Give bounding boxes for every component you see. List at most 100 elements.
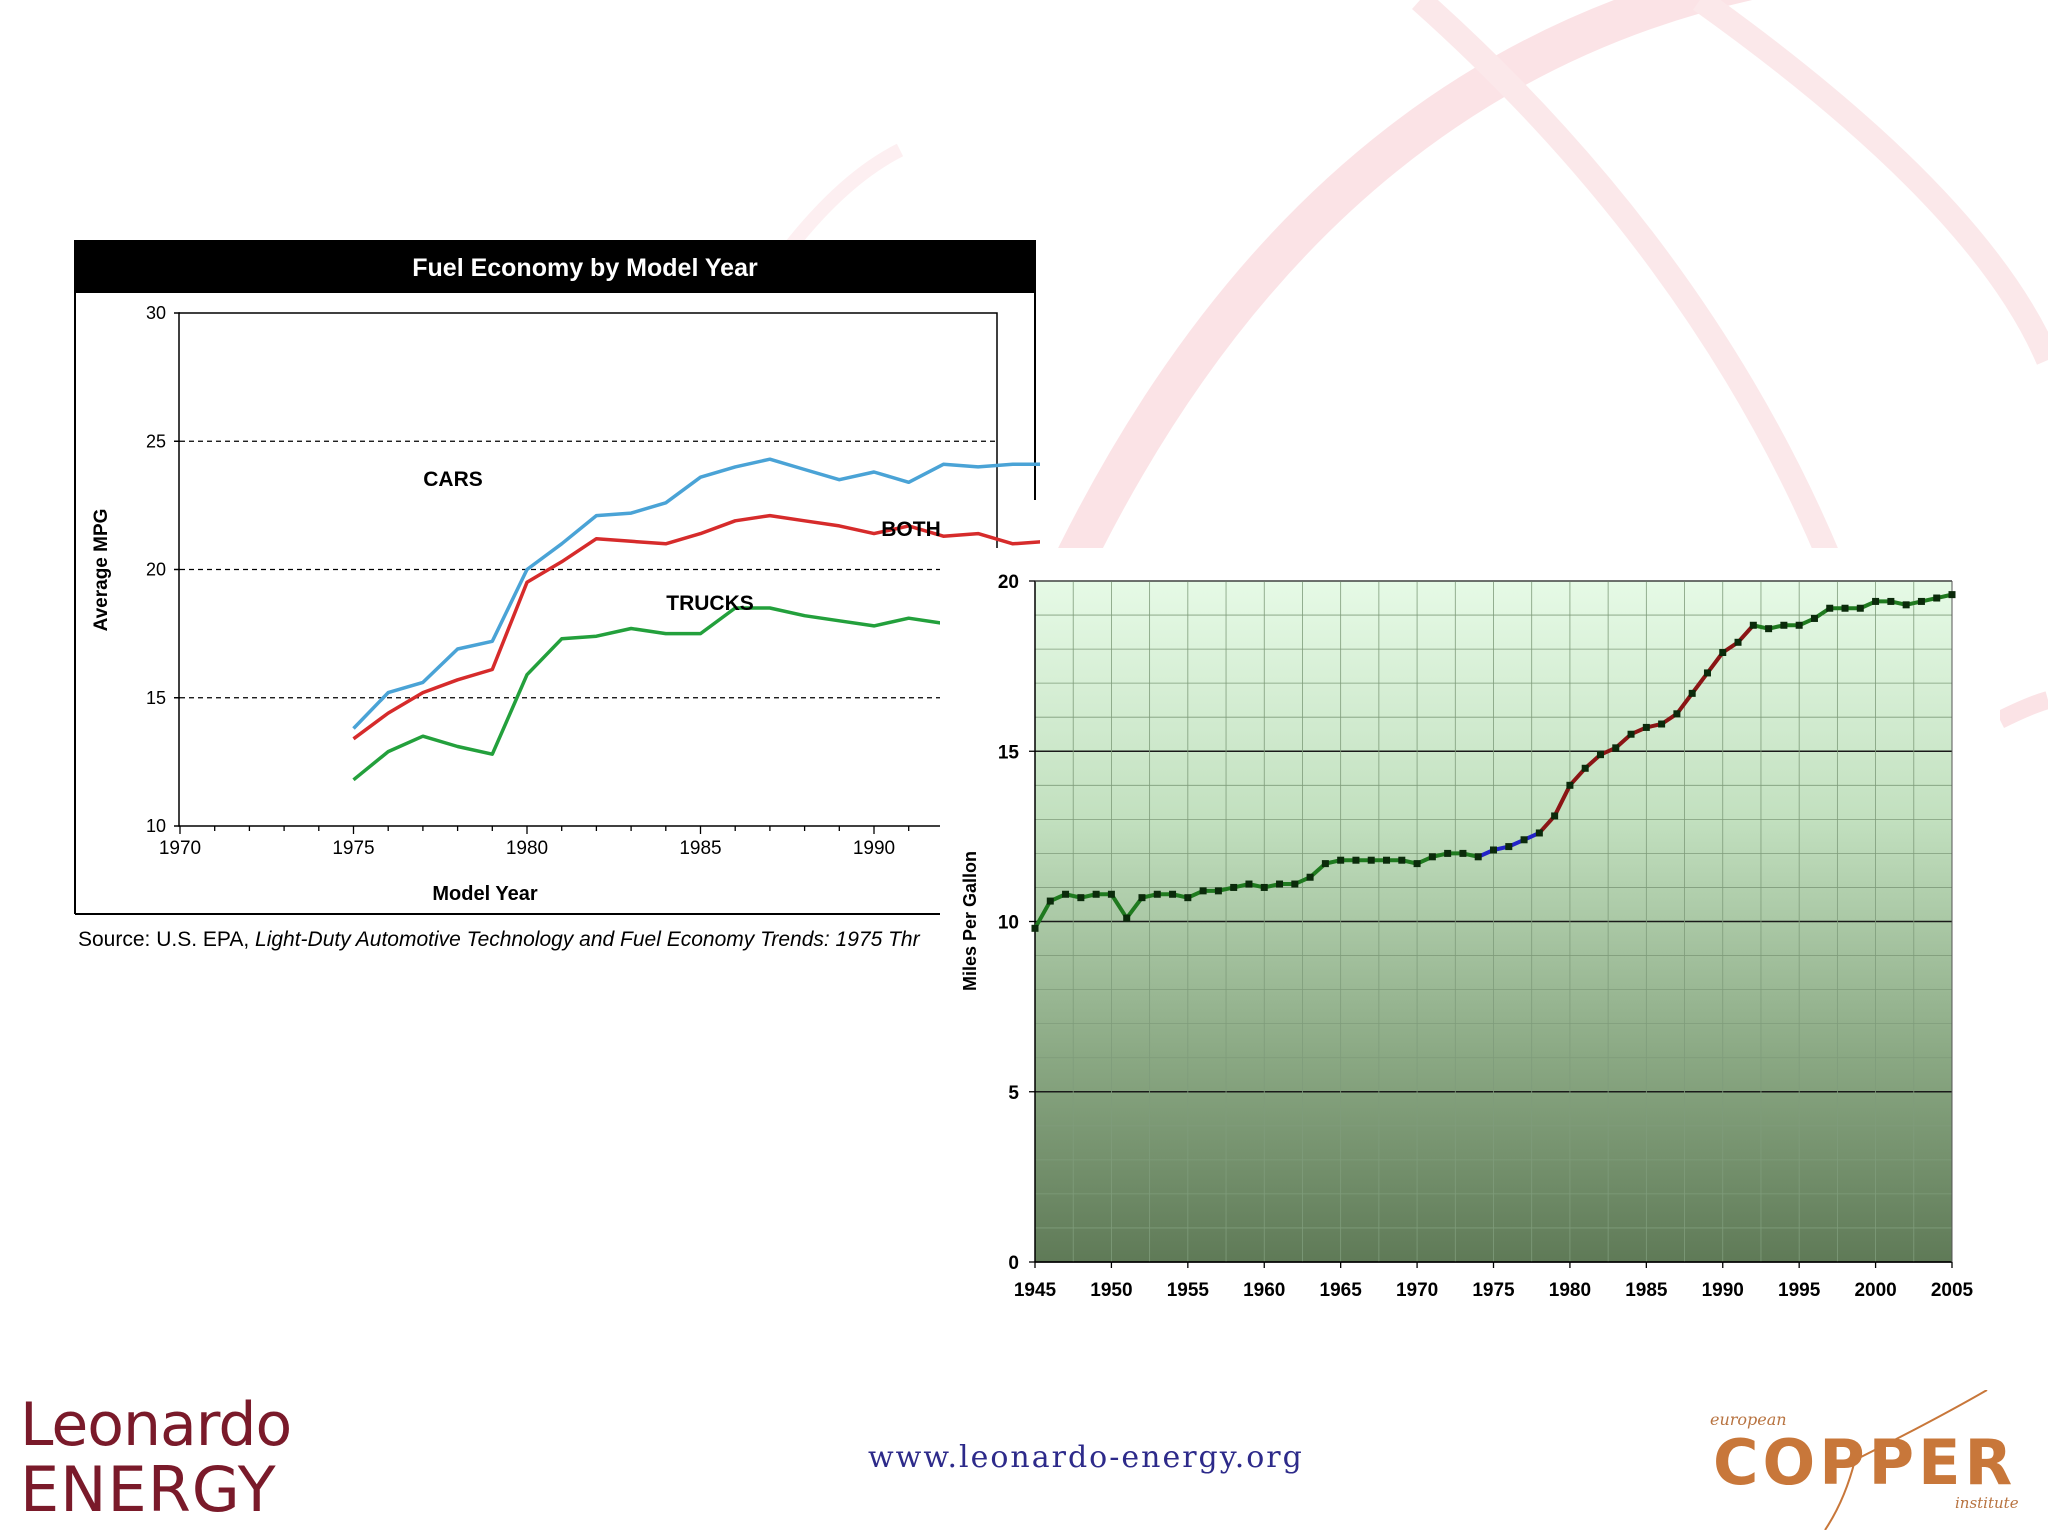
chart2-data-point bbox=[1077, 894, 1085, 902]
chart2-data-point bbox=[1719, 649, 1727, 657]
logo-left-line1: Leonardo bbox=[20, 1390, 292, 1460]
chart2-data-point bbox=[1214, 887, 1222, 895]
chart2-data-point bbox=[1107, 890, 1115, 898]
chart2-data-point bbox=[1062, 890, 1070, 898]
chart2-y-tick-label: 15 bbox=[998, 742, 1020, 763]
chart2-data-point bbox=[1092, 890, 1100, 898]
chart1-source-note: Source: U.S. EPA, Light-Duty Automotive … bbox=[78, 928, 938, 952]
chart2-y-axis-label: Miles Per Gallon bbox=[960, 851, 980, 991]
chart1-x-tick-label: 1980 bbox=[506, 838, 548, 859]
chart2-data-point bbox=[1413, 860, 1421, 868]
chart2-data-point bbox=[1826, 604, 1834, 612]
chart1-y-tick-label: 10 bbox=[146, 816, 166, 836]
chart2-data-point bbox=[1841, 604, 1849, 612]
copper-swoosh-icon bbox=[1824, 1390, 1988, 1530]
chart1-y-tick-label: 30 bbox=[146, 303, 166, 323]
chart2-x-tick-label: 1945 bbox=[1014, 1280, 1057, 1301]
chart2-data-point bbox=[1658, 720, 1666, 728]
chart2-data-point bbox=[1887, 597, 1895, 605]
chart1-x-tick-label: 1990 bbox=[853, 838, 895, 859]
chart1-y-tick-label: 20 bbox=[146, 560, 166, 580]
chart2-data-point bbox=[1474, 853, 1482, 861]
chart2-x-tick-label: 1970 bbox=[1396, 1280, 1438, 1301]
chart2-x-tick-label: 1950 bbox=[1090, 1280, 1132, 1301]
chart1-x-tick-label: 1985 bbox=[679, 838, 721, 859]
leonardo-energy-logo: Leonardo ENERGY bbox=[20, 1390, 292, 1526]
chart1-series-line-trucks bbox=[352, 606, 1040, 782]
mpg-chart: 0 5 10 15 20 1945 1950 1955 1960 1965 1970 1975 1980… bbox=[940, 548, 2000, 1320]
chart2-data-point bbox=[1490, 846, 1497, 854]
chart2-data-point bbox=[1123, 914, 1131, 922]
chart2-x-tick-label: 2005 bbox=[1931, 1280, 1974, 1301]
chart2-data-point bbox=[1505, 843, 1513, 851]
chart2-data-point bbox=[1948, 591, 1956, 599]
fuel-economy-chart: Fuel Economy by Model Year 10 15 20 25 30 197… bbox=[74, 240, 1040, 915]
logo-right-bottom: institute bbox=[1955, 1494, 2019, 1512]
chart2-data-point bbox=[1551, 812, 1559, 820]
chart2-data-point bbox=[1856, 604, 1864, 612]
chart2-data-point bbox=[1230, 883, 1238, 891]
chart2-data-point bbox=[1627, 730, 1635, 738]
chart2-data-point bbox=[1184, 894, 1192, 902]
chart2-line-segment bbox=[1033, 899, 1053, 931]
chart2-x-tick-label: 1955 bbox=[1167, 1280, 1210, 1301]
chart1-title-bar bbox=[74, 240, 1036, 293]
chart1-y-tick-label: 15 bbox=[146, 688, 166, 708]
source-prefix: Source: U.S. EPA, bbox=[78, 928, 256, 951]
chart2-data-point bbox=[1902, 601, 1910, 609]
chart2-x-tick-label: 1990 bbox=[1702, 1280, 1744, 1301]
chart2-data-point bbox=[1872, 597, 1880, 605]
chart2-data-point bbox=[1306, 873, 1314, 881]
chart2-data-point bbox=[1688, 689, 1696, 697]
chart2-data-point bbox=[1596, 751, 1604, 759]
chart2-data-point bbox=[1383, 856, 1391, 864]
chart2-data-point bbox=[1673, 710, 1681, 718]
chart2-data-point bbox=[1428, 853, 1436, 861]
source-title: Light-Duty Automotive Technology and Fue… bbox=[255, 928, 920, 951]
chart2-data-point bbox=[1612, 744, 1620, 752]
chart2-y-tick-label: 20 bbox=[998, 572, 1019, 593]
chart2-data-point bbox=[1321, 860, 1329, 868]
chart2-data-point bbox=[1535, 829, 1543, 837]
copper-institute-logo: european COPPER institute bbox=[1705, 1390, 2025, 1530]
chart2-data-point bbox=[1749, 621, 1757, 629]
chart2-x-tick-label: 1980 bbox=[1549, 1280, 1591, 1301]
chart2-data-point bbox=[1917, 597, 1925, 605]
chart2-data-point bbox=[1337, 856, 1345, 864]
chart2-data-point bbox=[1703, 669, 1711, 677]
chart2-x-tick-label: 1995 bbox=[1778, 1280, 1821, 1301]
chart2-line-segment bbox=[1109, 892, 1129, 921]
logo-right-top: european bbox=[1710, 1410, 1787, 1429]
chart2-data-point bbox=[1642, 723, 1650, 731]
logo-left-line2: ENERGY bbox=[20, 1453, 277, 1526]
chart2-x-tick-label: 1960 bbox=[1243, 1280, 1285, 1301]
chart2-data-point bbox=[1566, 781, 1574, 789]
chart1-series-label-trucks: TRUCKS bbox=[666, 592, 754, 615]
chart1-series-line-cars bbox=[352, 457, 1040, 730]
chart2-x-tick-label: 1965 bbox=[1320, 1280, 1363, 1301]
chart2-x-tick-label: 1975 bbox=[1472, 1280, 1515, 1301]
chart2-data-point bbox=[1260, 883, 1268, 891]
chart2-data-point bbox=[1581, 764, 1589, 772]
chart2-data-point bbox=[1367, 856, 1375, 864]
chart2-line-segment bbox=[1552, 783, 1572, 818]
chart1-y-tick-label: 25 bbox=[146, 431, 166, 451]
chart2-data-point bbox=[1276, 880, 1284, 888]
chart2-y-tick-label: 0 bbox=[1008, 1253, 1019, 1274]
chart2-data-point bbox=[1046, 897, 1054, 905]
chart1-y-axis-label: Average MPG bbox=[91, 509, 112, 632]
chart2-data-point bbox=[1199, 887, 1207, 895]
chart1-x-tick-label: 1970 bbox=[159, 838, 201, 859]
chart2-data-point bbox=[1734, 638, 1742, 646]
chart2-data-point bbox=[1138, 894, 1146, 902]
chart2-data-point bbox=[1933, 594, 1941, 602]
footer-url[interactable]: www.leonardo-energy.org bbox=[868, 1440, 1304, 1475]
chart2-data-point bbox=[1398, 856, 1406, 864]
chart2-data-point bbox=[1780, 621, 1788, 629]
chart2-data-point bbox=[1795, 621, 1803, 629]
chart1-x-axis-label: Model Year bbox=[432, 883, 537, 905]
chart2-data-point bbox=[1810, 614, 1818, 622]
chart2-y-tick-label: 10 bbox=[998, 913, 1019, 934]
chart2-data-point bbox=[1459, 849, 1467, 857]
